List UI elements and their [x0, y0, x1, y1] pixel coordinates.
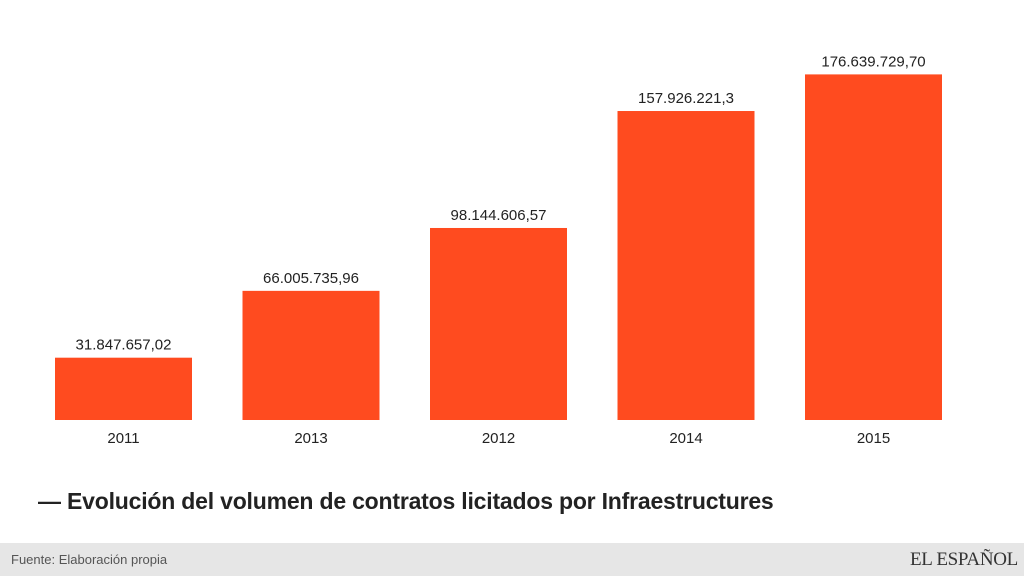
x-tick-label-2015: 2015: [857, 430, 890, 447]
data-label-2013: 66.005.735,96: [263, 270, 359, 287]
el-espanol-logo: EL ESPAÑOL: [909, 549, 1018, 570]
source-note: Fuente: Elaboración propia: [11, 552, 168, 567]
x-tick-label-2014: 2014: [669, 430, 702, 447]
data-label-2011: 31.847.657,02: [76, 337, 172, 354]
bar-2013: [242, 290, 380, 420]
bar-2012: [430, 227, 567, 420]
x-tick-label-2013: 2013: [294, 430, 327, 447]
chart-title: — Evolución del volumen de contratos lic…: [38, 488, 774, 514]
data-label-2014: 157.926.221,3: [638, 90, 734, 107]
bar-chart: 31.847.657,02 2011 66.005.735,96 2013 98.144…: [55, 53, 942, 447]
bar-2014: [617, 111, 755, 420]
data-label-2015: 176.639.729,70: [821, 53, 925, 70]
bar-2015: [805, 74, 942, 421]
bar-2011: [55, 357, 192, 420]
x-tick-label-2011: 2011: [107, 430, 139, 447]
x-tick-label-2012: 2012: [482, 430, 515, 447]
footer-bar: Fuente: Elaboración propia EL ESPAÑOL: [0, 543, 1024, 576]
data-label-2012: 98.144.606,57: [451, 207, 547, 224]
